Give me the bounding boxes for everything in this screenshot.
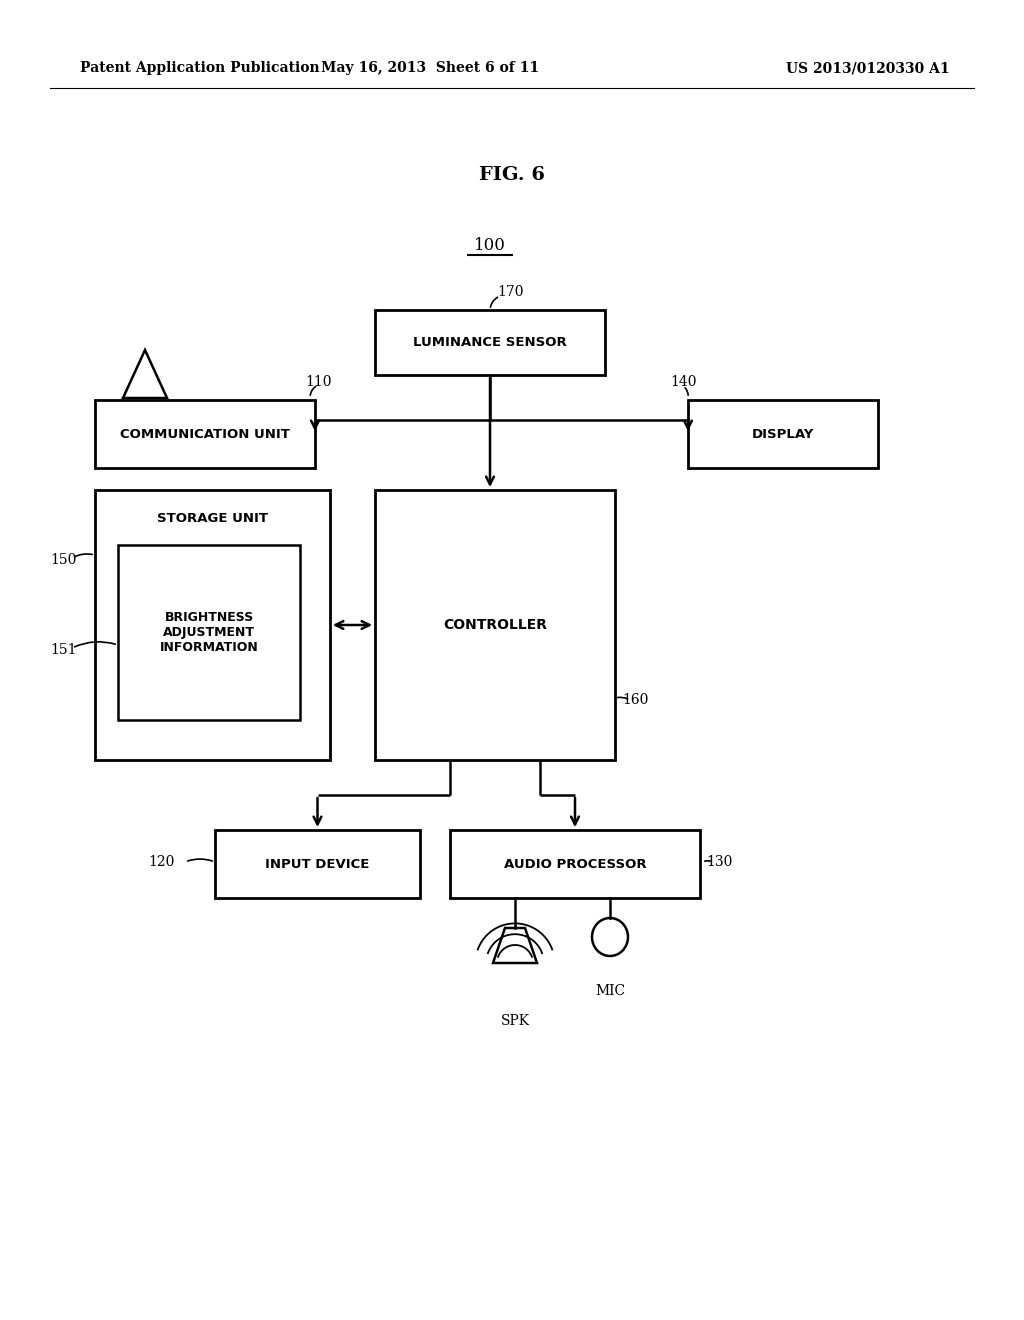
Text: SPK: SPK: [501, 1014, 529, 1028]
Text: 130: 130: [706, 855, 732, 869]
Bar: [450, 830, 700, 898]
Bar: [688, 400, 878, 469]
Text: 120: 120: [148, 855, 174, 869]
Bar: [215, 830, 420, 898]
Text: FIG. 6: FIG. 6: [479, 166, 545, 183]
Bar: [95, 400, 315, 469]
Bar: [118, 545, 300, 719]
Text: STORAGE UNIT: STORAGE UNIT: [157, 511, 268, 524]
Text: US 2013/0120330 A1: US 2013/0120330 A1: [786, 61, 950, 75]
Text: 100: 100: [474, 236, 506, 253]
Text: May 16, 2013  Sheet 6 of 11: May 16, 2013 Sheet 6 of 11: [321, 61, 539, 75]
Text: 160: 160: [622, 693, 648, 708]
Text: 170: 170: [497, 285, 523, 300]
Text: BRIGHTNESS
ADJUSTMENT
INFORMATION: BRIGHTNESS ADJUSTMENT INFORMATION: [160, 611, 258, 653]
Text: 140: 140: [670, 375, 696, 389]
Text: DISPLAY: DISPLAY: [752, 428, 814, 441]
Text: COMMUNICATION UNIT: COMMUNICATION UNIT: [120, 428, 290, 441]
Text: AUDIO PROCESSOR: AUDIO PROCESSOR: [504, 858, 646, 870]
Bar: [375, 490, 615, 760]
Text: 110: 110: [305, 375, 332, 389]
Text: 151: 151: [50, 643, 77, 657]
Text: INPUT DEVICE: INPUT DEVICE: [265, 858, 370, 870]
Bar: [95, 490, 330, 760]
Ellipse shape: [592, 917, 628, 956]
Text: MIC: MIC: [595, 983, 625, 998]
Bar: [375, 310, 605, 375]
Text: Patent Application Publication: Patent Application Publication: [80, 61, 319, 75]
Text: LUMINANCE SENSOR: LUMINANCE SENSOR: [413, 337, 567, 348]
Text: 150: 150: [50, 553, 77, 568]
Text: CONTROLLER: CONTROLLER: [443, 618, 547, 632]
